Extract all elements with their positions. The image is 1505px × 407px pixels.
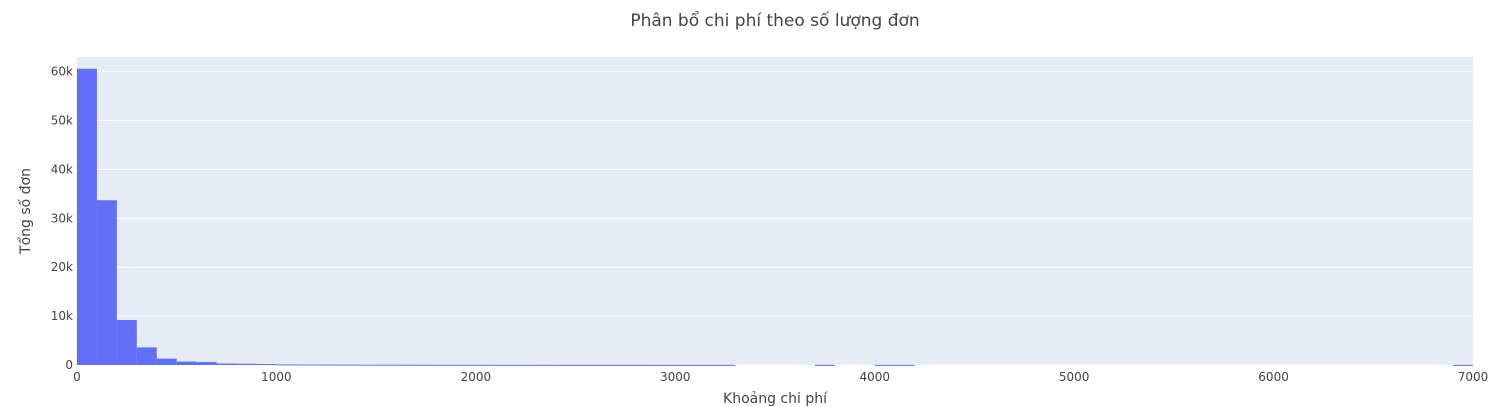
y-axis-ticks: 0 10k 20k 30k 40k 50k 60k	[51, 65, 73, 372]
histogram-bar	[455, 364, 476, 366]
x-tick-label: 2000	[461, 370, 492, 384]
x-tick-label: 5000	[1059, 370, 1090, 384]
histogram-bar	[475, 364, 496, 366]
y-tick-label: 0	[65, 358, 73, 372]
chart-title: Phân bổ chi phí theo số lượng đơn	[630, 10, 919, 31]
histogram-bar	[276, 364, 297, 366]
y-tick-label: 20k	[51, 260, 73, 274]
plot-area	[77, 57, 1473, 365]
grid-lines	[77, 71, 1473, 317]
histogram-bar	[615, 364, 636, 366]
histogram-bar	[416, 364, 436, 366]
histogram-bar	[136, 347, 157, 365]
histogram-bar	[894, 364, 915, 366]
y-tick-label: 60k	[51, 65, 73, 79]
y-tick-label: 30k	[51, 211, 73, 225]
histogram-bar	[376, 364, 397, 366]
histogram-bar	[236, 363, 257, 365]
histogram-bar	[495, 364, 516, 366]
histogram-bar	[316, 364, 337, 366]
histogram-bar	[1453, 364, 1473, 366]
histogram-bar	[116, 320, 137, 365]
histogram-bar	[336, 364, 357, 366]
histogram-bar	[515, 364, 536, 366]
x-tick-label: 6000	[1258, 370, 1289, 384]
histogram-bar	[256, 364, 277, 366]
bars	[77, 68, 1473, 366]
histogram-bar	[715, 364, 736, 366]
histogram-bar	[595, 364, 616, 366]
y-tick-label: 10k	[51, 309, 73, 323]
x-axis-title: Khoảng chi phí	[723, 391, 828, 407]
histogram-bar	[695, 364, 716, 366]
histogram-bar	[535, 364, 556, 366]
y-axis-title: Tổng số đơn	[17, 168, 34, 255]
histogram-bar	[555, 364, 576, 366]
histogram-bar	[814, 364, 835, 366]
histogram-bar	[396, 364, 417, 366]
x-tick-label: 1000	[261, 370, 292, 384]
y-tick-label: 40k	[51, 162, 73, 176]
x-tick-label: 4000	[859, 370, 890, 384]
x-tick-label: 0	[73, 370, 81, 384]
histogram-bar	[96, 200, 117, 365]
x-axis-ticks: 0 1000 2000 3000 4000 5000 6000 7000	[73, 370, 1488, 384]
histogram-bar	[655, 364, 676, 366]
histogram-bar	[675, 364, 696, 366]
histogram-bar	[216, 363, 237, 365]
histogram-bar	[435, 364, 456, 366]
y-tick-label: 50k	[51, 114, 73, 128]
histogram-bar	[635, 364, 656, 366]
histogram-bar	[874, 364, 895, 366]
histogram-bar	[575, 364, 596, 366]
histogram-bar	[196, 362, 217, 365]
histogram-bar	[356, 364, 377, 366]
x-tick-label: 7000	[1458, 370, 1489, 384]
histogram-bar	[77, 68, 97, 365]
histogram-bar	[296, 364, 317, 366]
x-tick-label: 3000	[660, 370, 691, 384]
histogram-bar	[156, 358, 177, 365]
histogram-bar	[176, 361, 197, 365]
